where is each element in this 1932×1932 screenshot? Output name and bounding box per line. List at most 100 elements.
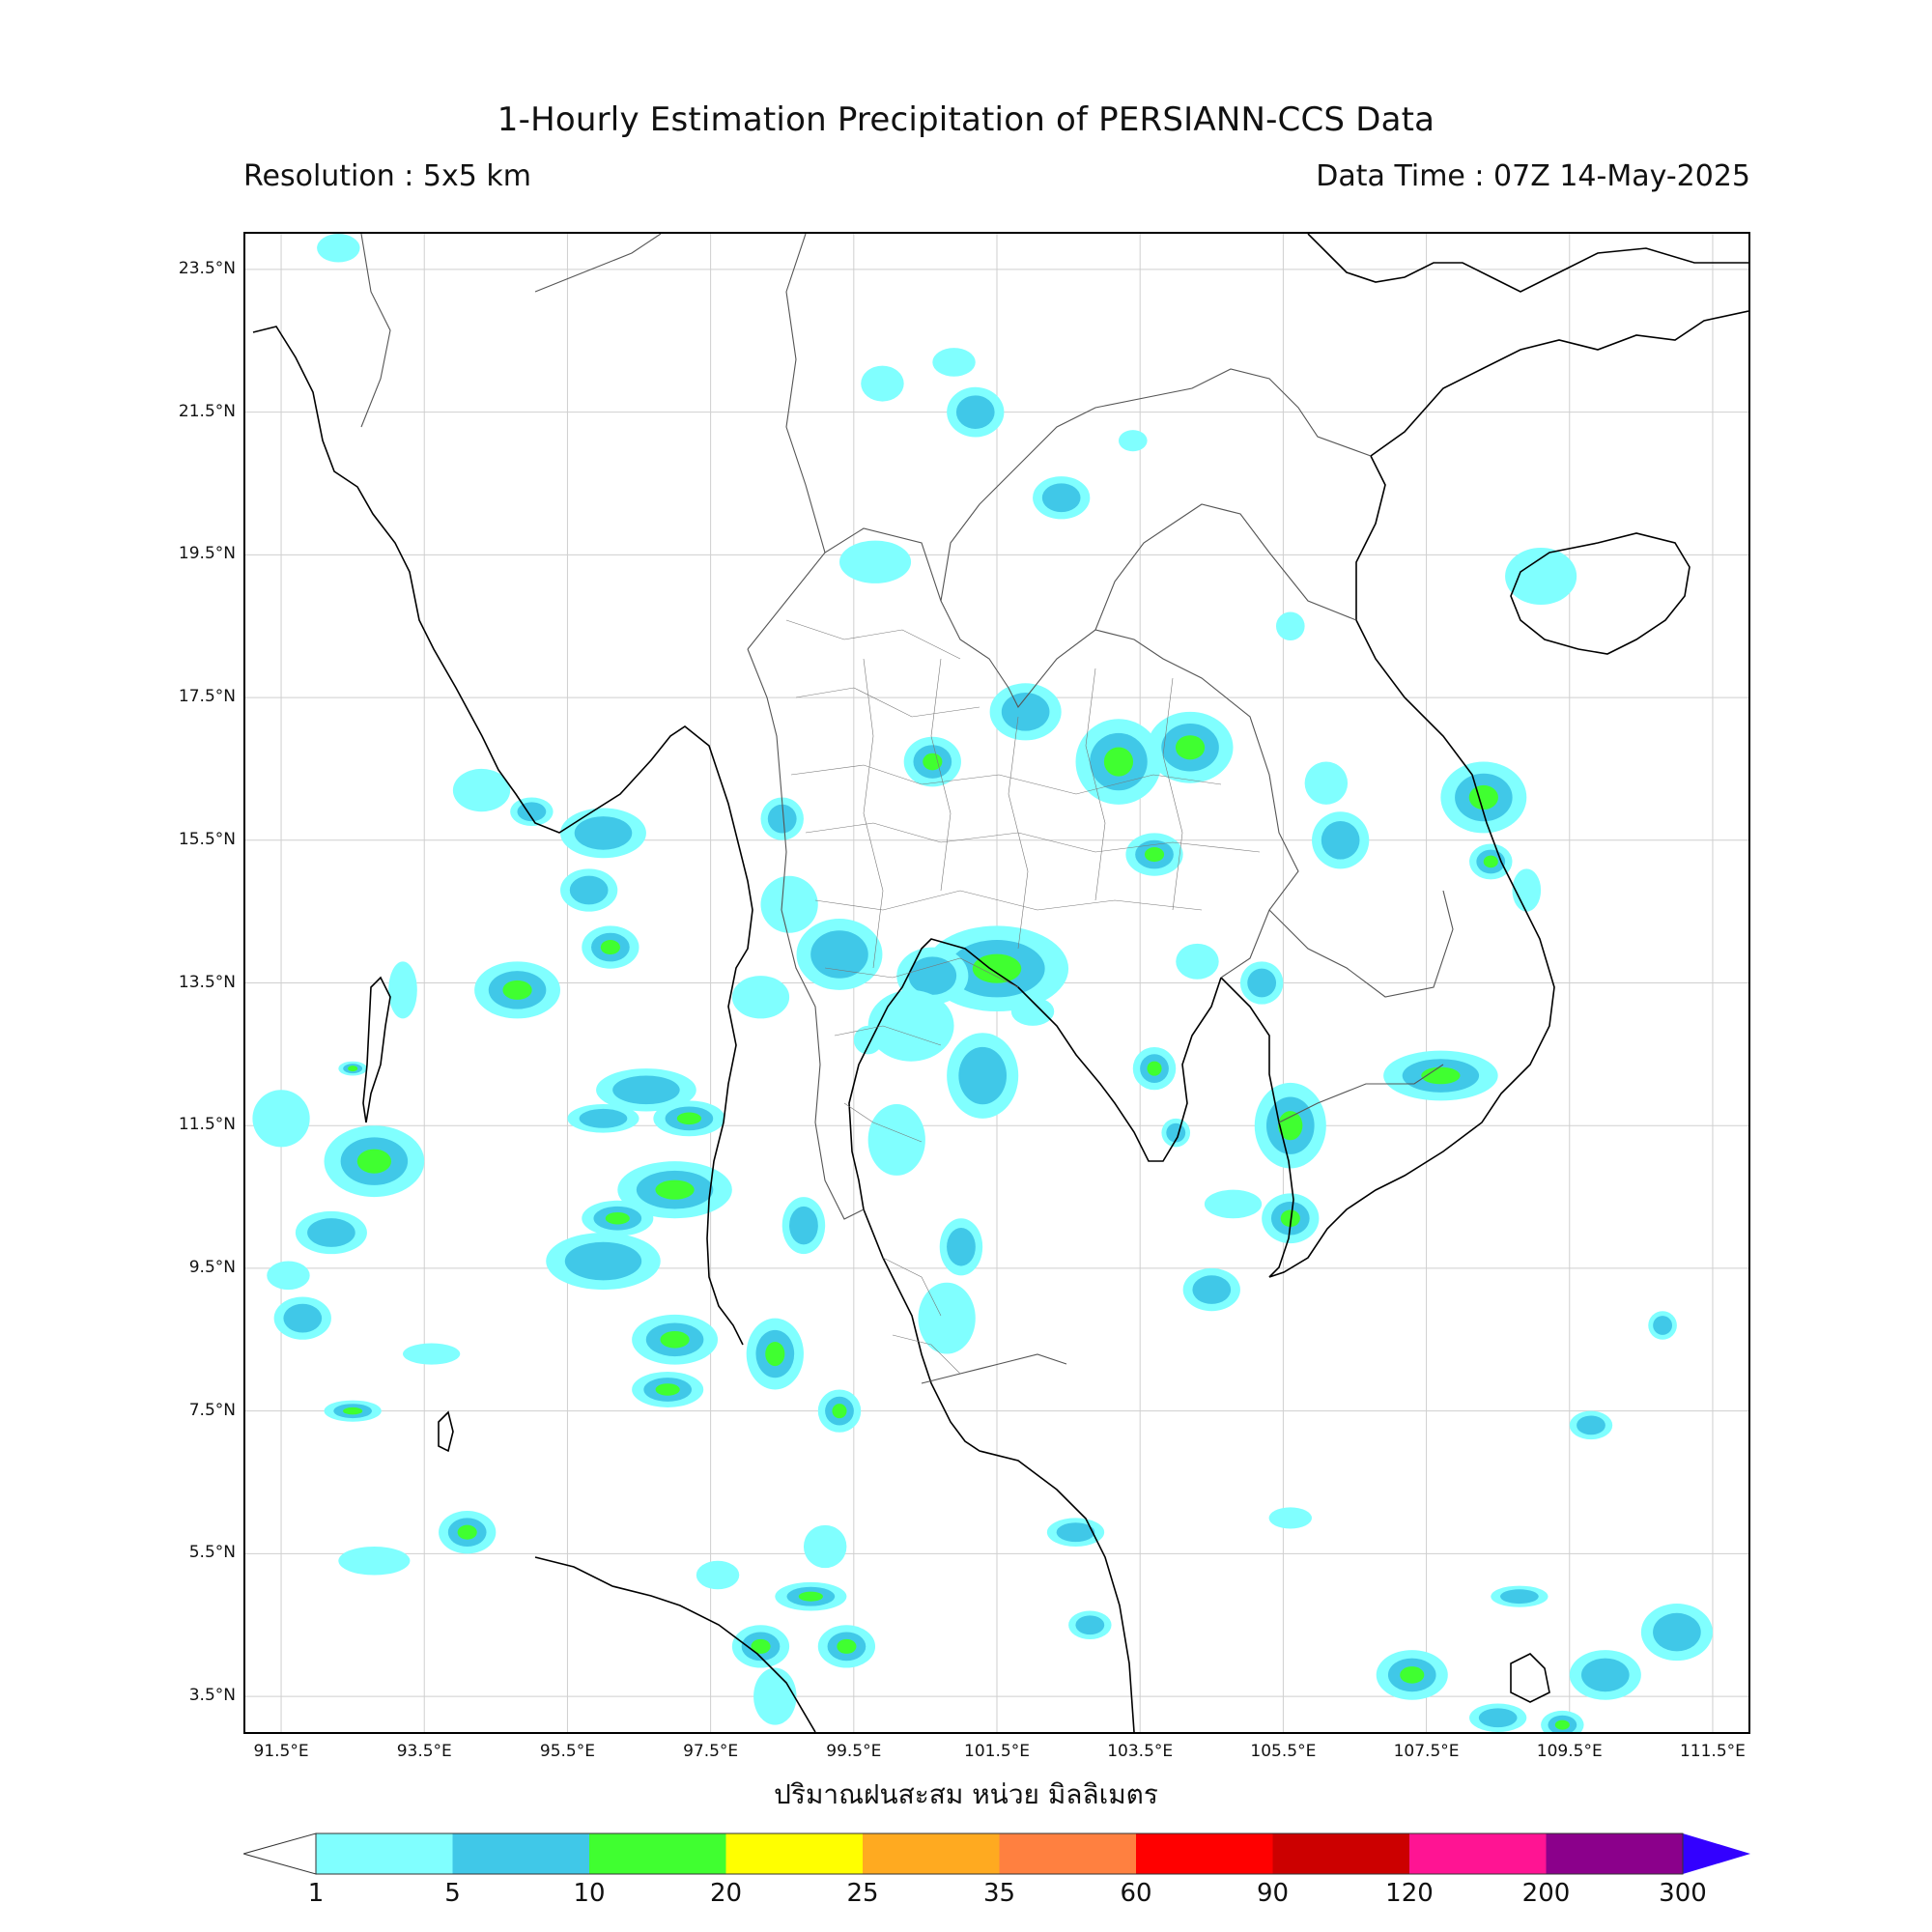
colorbar-segment xyxy=(725,1833,863,1874)
rain-cell xyxy=(1491,1585,1548,1607)
rain-level-1 xyxy=(1275,611,1305,640)
rain-level-2 xyxy=(767,804,797,834)
rain-cell xyxy=(1068,1610,1112,1639)
border-laos-vietnam xyxy=(1094,503,1357,631)
rain-level-1 xyxy=(403,1343,461,1365)
rain-level-1 xyxy=(252,1090,310,1148)
colorbar-level-label: 90 xyxy=(1256,1879,1290,1908)
rain-level-3 xyxy=(605,1211,630,1225)
x-tick-label: 105.5°E xyxy=(1250,1742,1317,1761)
coastline-south-china xyxy=(1370,310,1748,457)
rain-cell xyxy=(324,1125,425,1198)
rain-cell xyxy=(596,1068,696,1112)
rain-level-3 xyxy=(655,1383,680,1396)
rain-cell xyxy=(1376,1650,1448,1700)
rain-cell xyxy=(903,736,961,787)
coastlines xyxy=(252,234,1748,1732)
rain-level-3 xyxy=(972,953,1022,983)
rain-cell xyxy=(1161,1118,1191,1148)
rain-level-1 xyxy=(338,1546,411,1576)
rain-level-3 xyxy=(1144,847,1165,863)
y-tick-label: 7.5°N xyxy=(188,1400,236,1420)
rain-level-1 xyxy=(867,989,954,1062)
colorbar-level-label: 20 xyxy=(709,1879,743,1908)
border-thailand-west xyxy=(747,648,865,1220)
rain-cell xyxy=(1182,1267,1240,1312)
y-tick-label: 3.5°N xyxy=(188,1686,236,1706)
coastline-nicobar xyxy=(438,1410,454,1453)
rain-cell xyxy=(1046,1518,1105,1547)
rain-cell xyxy=(582,925,639,969)
y-tick-label: 5.5°N xyxy=(188,1543,236,1563)
rain-cell xyxy=(781,1197,826,1255)
rain-cell xyxy=(1132,1046,1177,1091)
rain-level-3 xyxy=(1483,855,1498,868)
border-india-myanmar xyxy=(360,234,391,428)
rain-level-3 xyxy=(655,1179,695,1200)
colorbar-segment xyxy=(452,1833,589,1874)
rain-level-3 xyxy=(765,1342,785,1367)
rain-cell xyxy=(1383,1050,1498,1101)
border-myanmar-china xyxy=(534,234,662,293)
rain-cell xyxy=(653,1100,725,1137)
rain-level-3 xyxy=(1175,735,1206,760)
rain-level-1 xyxy=(760,875,818,933)
rain-cell xyxy=(867,1104,925,1176)
rain-level-2 xyxy=(569,875,609,905)
rain-cell xyxy=(1176,943,1219,980)
rain-level-3 xyxy=(600,940,620,955)
x-tick-label: 107.5°E xyxy=(1393,1742,1460,1761)
y-tick-label: 9.5°N xyxy=(188,1257,236,1277)
unit-label: ปริมาณฝนสะสม หน่วย มิลลิเมตร xyxy=(774,1778,1158,1810)
rain-cell xyxy=(731,1625,790,1668)
colorbar-segment xyxy=(1272,1833,1409,1874)
rain-cell xyxy=(403,1343,461,1365)
rain-cell xyxy=(1033,476,1091,520)
chart-title: 1-Hourly Estimation Precipitation of PER… xyxy=(497,100,1435,139)
rain-level-1 xyxy=(753,1667,797,1725)
rain-cell xyxy=(939,1218,983,1276)
rain-cell xyxy=(947,1033,1019,1119)
rain-cell xyxy=(388,961,417,1019)
rain-cell xyxy=(1648,1311,1677,1340)
rain-level-2 xyxy=(1056,1522,1095,1543)
x-tick-label: 103.5°E xyxy=(1107,1742,1174,1761)
rain-level-1 xyxy=(932,348,976,377)
border-malaysia xyxy=(921,1353,1067,1384)
rain-level-1 xyxy=(1176,943,1219,980)
border-laos-china xyxy=(940,368,1372,602)
colorbar-level-label: 25 xyxy=(846,1879,879,1908)
rain-level-2 xyxy=(283,1303,323,1333)
rain-cell xyxy=(267,1261,310,1291)
rain-level-2 xyxy=(1041,483,1081,513)
rain-level-3 xyxy=(1400,1666,1425,1684)
colorbar-segment xyxy=(1546,1833,1683,1874)
colorbar-level-label: 1 xyxy=(307,1879,325,1908)
rain-cell xyxy=(1541,1710,1584,1732)
rain-cell xyxy=(546,1233,661,1291)
rain-cell xyxy=(252,1090,310,1148)
x-tick-label: 97.5°E xyxy=(683,1742,739,1761)
rain-level-3 xyxy=(1147,1061,1162,1076)
rain-cell xyxy=(947,386,1005,438)
rain-level-3 xyxy=(348,1065,358,1072)
rain-cell xyxy=(796,919,883,990)
rain-level-1 xyxy=(867,1104,925,1176)
rain-level-2 xyxy=(1247,968,1277,998)
colorbar-segment xyxy=(589,1833,726,1874)
rain-level-3 xyxy=(837,1638,857,1654)
rain-cell xyxy=(760,797,804,840)
rain-level-1 xyxy=(1304,761,1349,805)
rain-cell xyxy=(1204,1189,1263,1219)
y-tick-label: 13.5°N xyxy=(178,972,236,992)
rain-cell xyxy=(817,1389,862,1433)
rain-level-2 xyxy=(810,930,868,979)
rain-level-3 xyxy=(1468,784,1498,810)
colorbar-segment xyxy=(316,1833,453,1874)
rain-cell xyxy=(632,1372,704,1407)
resolution-label: Resolution : 5x5 km xyxy=(243,159,531,193)
rain-level-3 xyxy=(457,1524,477,1540)
precipitation-map[interactable] xyxy=(243,232,1750,1734)
rain-level-1 xyxy=(1118,430,1148,452)
rain-cell xyxy=(1125,833,1183,876)
